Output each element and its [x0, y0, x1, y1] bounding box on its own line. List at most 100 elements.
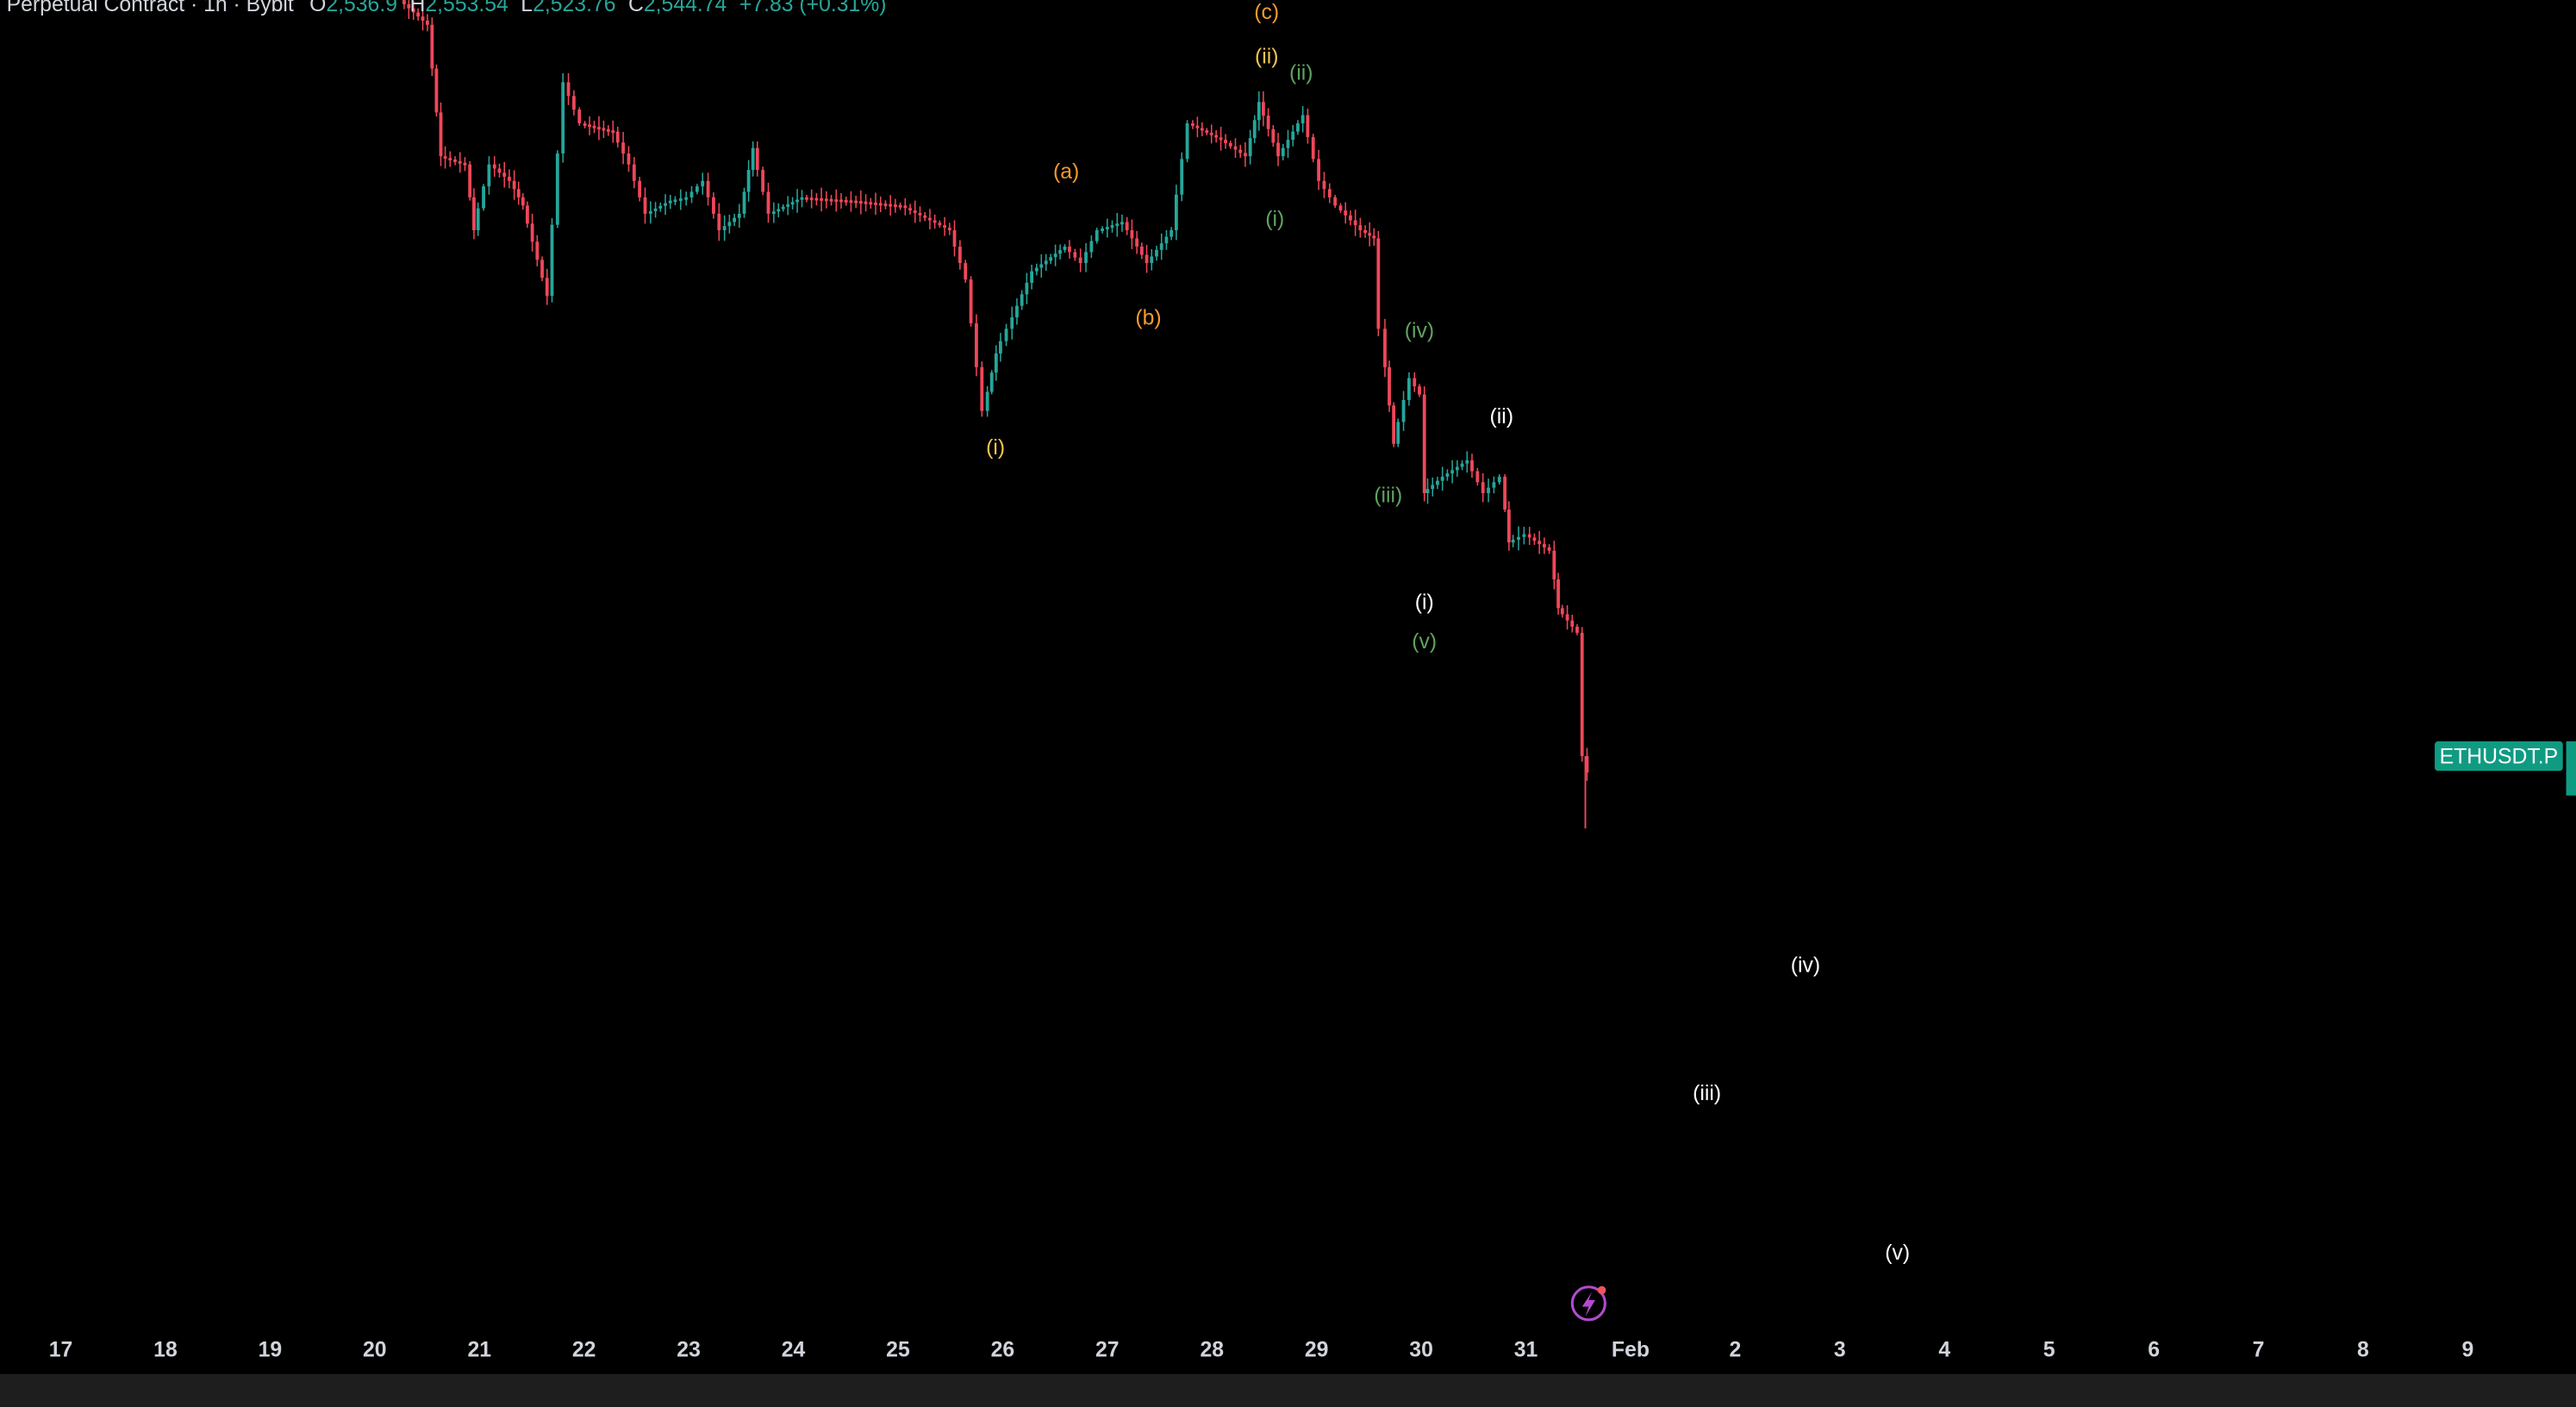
candle-body: [746, 170, 751, 192]
candle-body: [540, 260, 544, 278]
candle-body: [1209, 132, 1213, 135]
candle-body: [928, 217, 932, 221]
candle-body: [858, 201, 863, 204]
candle-body: [777, 209, 781, 212]
x-tick-label: 24: [782, 1339, 806, 1362]
candle-body: [550, 224, 554, 297]
candle-body: [918, 212, 922, 216]
candle-body: [416, 12, 421, 17]
candle-body: [1139, 247, 1144, 255]
candle-body: [1004, 328, 1008, 341]
x-tick-label: 3: [1834, 1339, 1846, 1362]
candle-body: [689, 191, 694, 197]
candle-body: [1063, 247, 1067, 251]
x-tick-label: Feb: [1612, 1339, 1650, 1362]
candle-body: [1044, 260, 1048, 265]
candle-body: [849, 200, 853, 203]
candle-body: [1262, 102, 1265, 116]
candle-body: [1078, 257, 1082, 264]
candle-body: [1010, 317, 1014, 329]
candle-body: [572, 96, 576, 110]
candle-body: [1281, 147, 1285, 157]
candle-body: [1431, 485, 1435, 490]
candle-body: [492, 164, 496, 169]
candle-body: [1503, 476, 1507, 510]
candle-body: [1296, 123, 1300, 132]
wave-label: (v): [1885, 1241, 1910, 1265]
candle-body: [1034, 267, 1039, 272]
legend-header: Perpetual Contract · 1h · Bybit O2,536.9…: [7, 0, 887, 16]
x-tick-label: 30: [1409, 1339, 1433, 1362]
candle-body: [1440, 476, 1444, 481]
candle-body: [1560, 608, 1564, 615]
ohlc-value: 2,553.54: [425, 0, 508, 16]
candle-body: [1101, 228, 1104, 231]
instrument: Perpetual Contract · 1h · Bybit: [7, 0, 294, 16]
candle-body: [1327, 189, 1332, 197]
candle-body: [1089, 241, 1094, 253]
candle-body: [717, 213, 721, 230]
candle-body: [1248, 138, 1252, 157]
price-scale-marker: [2566, 741, 2576, 796]
candle-body: [829, 198, 833, 202]
candle-body: [695, 186, 699, 192]
x-tick-label: 31: [1514, 1339, 1538, 1362]
candle-body: [1105, 227, 1109, 230]
candle-body: [1130, 230, 1134, 239]
candle-body: [1322, 180, 1326, 190]
candle-body: [472, 197, 476, 230]
candle-body: [1436, 480, 1439, 485]
x-tick-label: 5: [2043, 1339, 2055, 1362]
candle-body: [952, 230, 957, 247]
candle-body: [1353, 220, 1357, 226]
candle-body: [458, 160, 462, 164]
candle-body: [889, 203, 893, 207]
candle-body: [453, 159, 457, 162]
candle-body: [943, 225, 946, 228]
candle-body: [545, 278, 549, 297]
candle-body: [1233, 146, 1238, 150]
wave-label: (iv): [1791, 954, 1820, 978]
candle-body: [1150, 256, 1154, 264]
candle-body: [1418, 386, 1421, 395]
candle-body: [903, 205, 908, 209]
candle-body: [1164, 236, 1169, 244]
candle-body: [1575, 626, 1579, 634]
candle-body: [1450, 470, 1455, 474]
candle-body: [516, 189, 521, 197]
candle-body: [1155, 249, 1158, 257]
candle-body: [883, 203, 888, 206]
ohlc-label: C: [628, 0, 644, 16]
candle-body: [947, 228, 951, 230]
candle-body: [1257, 102, 1261, 121]
candle-body: [648, 210, 652, 214]
candle-body: [1169, 230, 1174, 237]
candle-body: [1522, 534, 1526, 537]
candle-body: [1195, 125, 1200, 128]
candle-body: [964, 263, 968, 280]
candle-body: [439, 112, 443, 157]
candle-body: [521, 197, 525, 206]
candle-body: [938, 222, 942, 226]
candle-body: [989, 372, 994, 392]
lightning-button[interactable]: [1570, 1285, 1606, 1322]
candle-body: [1266, 116, 1270, 129]
candle-body: [463, 162, 467, 166]
notification-dot: [1597, 1285, 1606, 1295]
candle-body: [800, 197, 804, 200]
candle-body: [1455, 466, 1459, 471]
candle-body: [621, 142, 626, 154]
candle-body: [426, 20, 429, 25]
candle-body: [1556, 579, 1560, 609]
candle-body: [771, 211, 776, 215]
candle-body: [908, 208, 912, 211]
candle-body: [448, 158, 452, 160]
candle-body: [597, 127, 601, 130]
x-tick-label: 21: [467, 1339, 491, 1362]
candle-body: [1481, 482, 1485, 493]
candle-body: [1487, 487, 1490, 493]
wave-label: (i): [986, 436, 1005, 460]
x-tick-label: 2: [1729, 1339, 1741, 1362]
